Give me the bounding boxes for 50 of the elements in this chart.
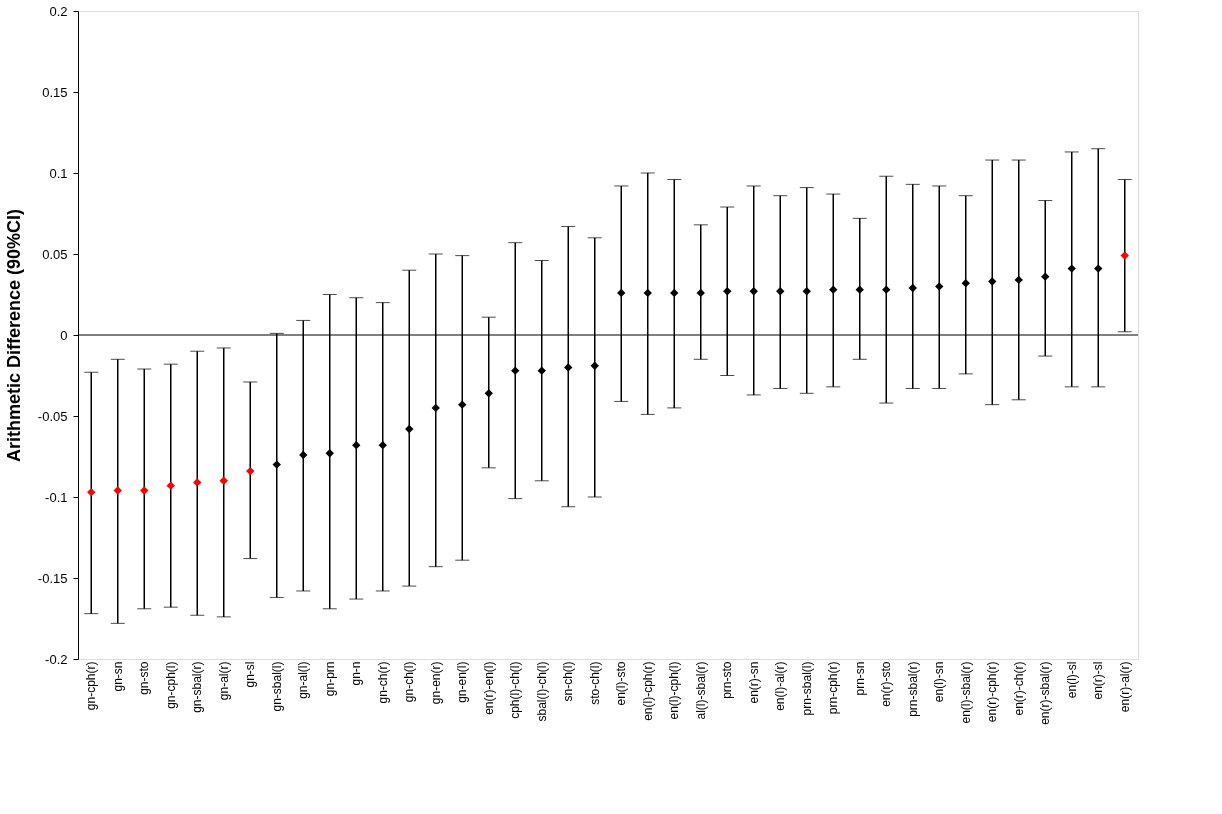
- x-tick-label: prn-sbal(l): [799, 661, 814, 716]
- y-tick-label: 0.2: [49, 3, 68, 19]
- y-tick-label: -0.15: [37, 570, 68, 586]
- x-tick-label: prn-sn: [852, 661, 867, 696]
- y-tick-label: -0.2: [45, 651, 68, 667]
- x-tick-label: gn-sbal(l): [269, 661, 284, 712]
- x-tick-label: gn-cph(l): [163, 661, 178, 709]
- x-tick-label: en(r)-sl: [1091, 661, 1106, 700]
- y-tick-label: 0.05: [42, 246, 68, 262]
- x-tick-label: gn-ch(r): [375, 661, 390, 704]
- x-tick-label: en(r)-cph(r): [985, 661, 1000, 723]
- x-tick-label: gn-sl: [243, 661, 258, 688]
- x-tick-label: cph(l)-ch(l): [508, 661, 523, 719]
- x-tick-label: sbal(l)-ch(l): [534, 661, 549, 722]
- x-tick-label: gn-cph(r): [84, 661, 99, 711]
- x-tick-label: gn-al(r): [216, 661, 231, 701]
- x-tick-label: gn-sbal(r): [190, 661, 205, 713]
- x-tick-label: gn-al(l): [296, 661, 311, 699]
- x-tick-label: prn-sto: [720, 661, 735, 699]
- x-tick-label: gn-prn: [322, 661, 337, 697]
- x-tick-label: sn-ch(l): [561, 661, 576, 702]
- x-tick-label: en(r)-en(l): [481, 661, 496, 715]
- x-tick-label: al(l)-sbal(r): [693, 661, 708, 720]
- x-tick-label: gn-en(r): [428, 661, 443, 705]
- y-tick-label: 0.1: [49, 165, 68, 181]
- y-axis-title: Arithmetic Difference (90%CI): [3, 208, 24, 463]
- x-tick-label: en(l)-al(r): [773, 661, 788, 711]
- x-tick-label: gn-ch(l): [402, 661, 417, 703]
- x-tick-label: gn-sn: [110, 661, 125, 692]
- x-tick-label: en(l)-sto: [614, 661, 629, 706]
- x-tick-label: en(r)-ch(r): [1011, 661, 1026, 716]
- y-tick-label: 0.15: [42, 84, 68, 100]
- y-tick-label: -0.1: [45, 489, 68, 505]
- x-tick-label: en(l)-sbal(r): [958, 661, 973, 724]
- x-tick-label: en(l)-cph(l): [667, 661, 682, 720]
- x-tick-label: gn-en(l): [455, 661, 470, 703]
- x-tick-label: en(r)-sto: [879, 661, 894, 707]
- x-tick-label: en(l)-sl: [1064, 661, 1079, 699]
- y-tick-label: -0.05: [37, 408, 68, 424]
- x-tick-label: gn-sto: [137, 661, 152, 695]
- x-tick-label: en(r)-sn: [746, 661, 761, 704]
- x-tick-label: en(l)-sn: [932, 661, 947, 703]
- x-tick-label: prn-cph(r): [826, 661, 841, 715]
- x-tick-label: en(r)-sbal(r): [1038, 661, 1053, 725]
- x-tick-label: gn-n: [349, 661, 364, 686]
- x-tick-label: sto-ch(l): [587, 661, 602, 705]
- x-tick-label: prn-sbal(r): [905, 661, 920, 717]
- y-tick-label: 0: [60, 327, 68, 343]
- x-tick-label: en(r)-al(r): [1117, 661, 1132, 713]
- x-tick-label: en(l)-cph(r): [640, 661, 655, 721]
